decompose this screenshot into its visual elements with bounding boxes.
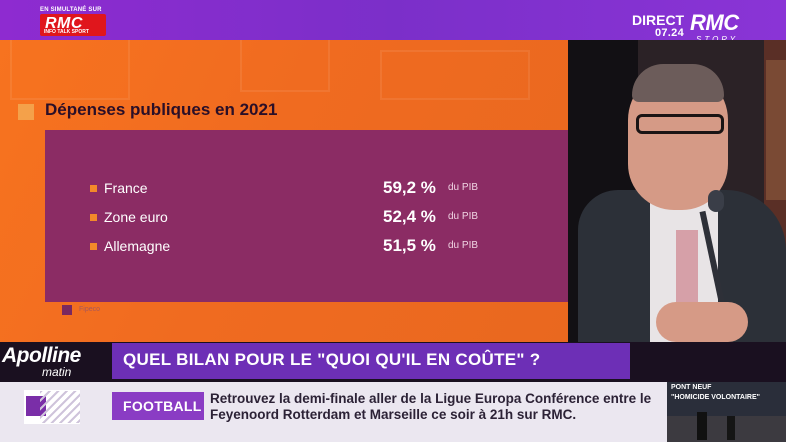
clock-time: 07.24	[654, 27, 684, 39]
title-marker	[18, 104, 34, 120]
news-thumbnail: PONT NEUF "HOMICIDE VOLONTAIRE"	[667, 382, 786, 442]
stat-label: Allemagne	[104, 238, 171, 254]
channel-logo-tagline: INFO TALK SPORT	[44, 29, 89, 35]
question-banner: QUEL BILAN POUR LE "QUOI QU'IL EN COÛTE"…	[112, 343, 630, 379]
rmc-channel-logo: RMC INFO TALK SPORT	[40, 14, 106, 36]
stat-unit: du PIB	[448, 211, 479, 222]
stat-label: Zone euro	[104, 209, 168, 225]
source-marker	[62, 305, 72, 315]
rmc-story-logo: RMC STORY	[690, 10, 739, 45]
graphic-title: Dépenses publiques en 2021	[45, 100, 278, 119]
direct-label: DIRECT	[632, 12, 685, 28]
bullet-icon	[90, 243, 97, 250]
stat-unit: du PIB	[448, 240, 479, 251]
show-subtitle: matin	[42, 365, 72, 379]
ticker-line-1: Retrouvez la demi-finale aller de la Lig…	[210, 391, 652, 406]
stat-row: Zone euro 52,4 % du PIB	[90, 207, 530, 229]
bullet-icon	[90, 185, 97, 192]
brand-small: STORY	[696, 35, 739, 44]
live-indicator: DIRECT 07.24	[632, 12, 685, 40]
stat-row: Allemagne 51,5 % du PIB	[90, 236, 530, 258]
ticker-category-label: FOOTBALL	[123, 398, 202, 414]
stat-value: 59,2 %	[383, 178, 436, 197]
channel-logo-text: RMC	[45, 15, 83, 32]
bullet-icon	[90, 214, 97, 221]
news-ticker: FOOTBALL Retrouvez la demi-finale aller …	[0, 382, 786, 442]
stat-row: France 59,2 % du PIB	[90, 178, 530, 200]
stat-label: France	[104, 180, 148, 196]
simulcast-label: EN SIMULTANÉ SUR	[40, 7, 102, 13]
brand-big: RMC	[690, 10, 739, 35]
stats-panel	[45, 130, 568, 302]
thumbnail-title: PONT NEUF	[671, 384, 712, 391]
stat-unit: du PIB	[448, 182, 479, 193]
stat-value: 52,4 %	[383, 207, 436, 226]
thumbnail-subtitle: "HOMICIDE VOLONTAIRE"	[671, 394, 760, 401]
stat-value: 51,5 %	[383, 236, 436, 255]
ticker-headline: Retrouvez la demi-finale aller de la Lig…	[210, 391, 666, 423]
show-logo: Apolline matin	[2, 344, 81, 379]
show-name: Apolline	[2, 344, 81, 367]
source-label: Fipeco	[79, 306, 101, 313]
ticker-logo-stripes	[40, 391, 80, 423]
question-text: QUEL BILAN POUR LE "QUOI QU'IL EN COÛTE"…	[123, 350, 541, 369]
guest-video-feed	[568, 40, 786, 342]
ticker-line-2: Feyenoord Rotterdam et Marseille ce soir…	[210, 407, 577, 422]
ticker-category: FOOTBALL	[112, 392, 204, 420]
glasses-icon	[636, 114, 724, 134]
microphone-icon	[708, 190, 724, 212]
top-bar: EN SIMULTANÉ SUR RMC INFO TALK SPORT DIR…	[0, 0, 786, 44]
